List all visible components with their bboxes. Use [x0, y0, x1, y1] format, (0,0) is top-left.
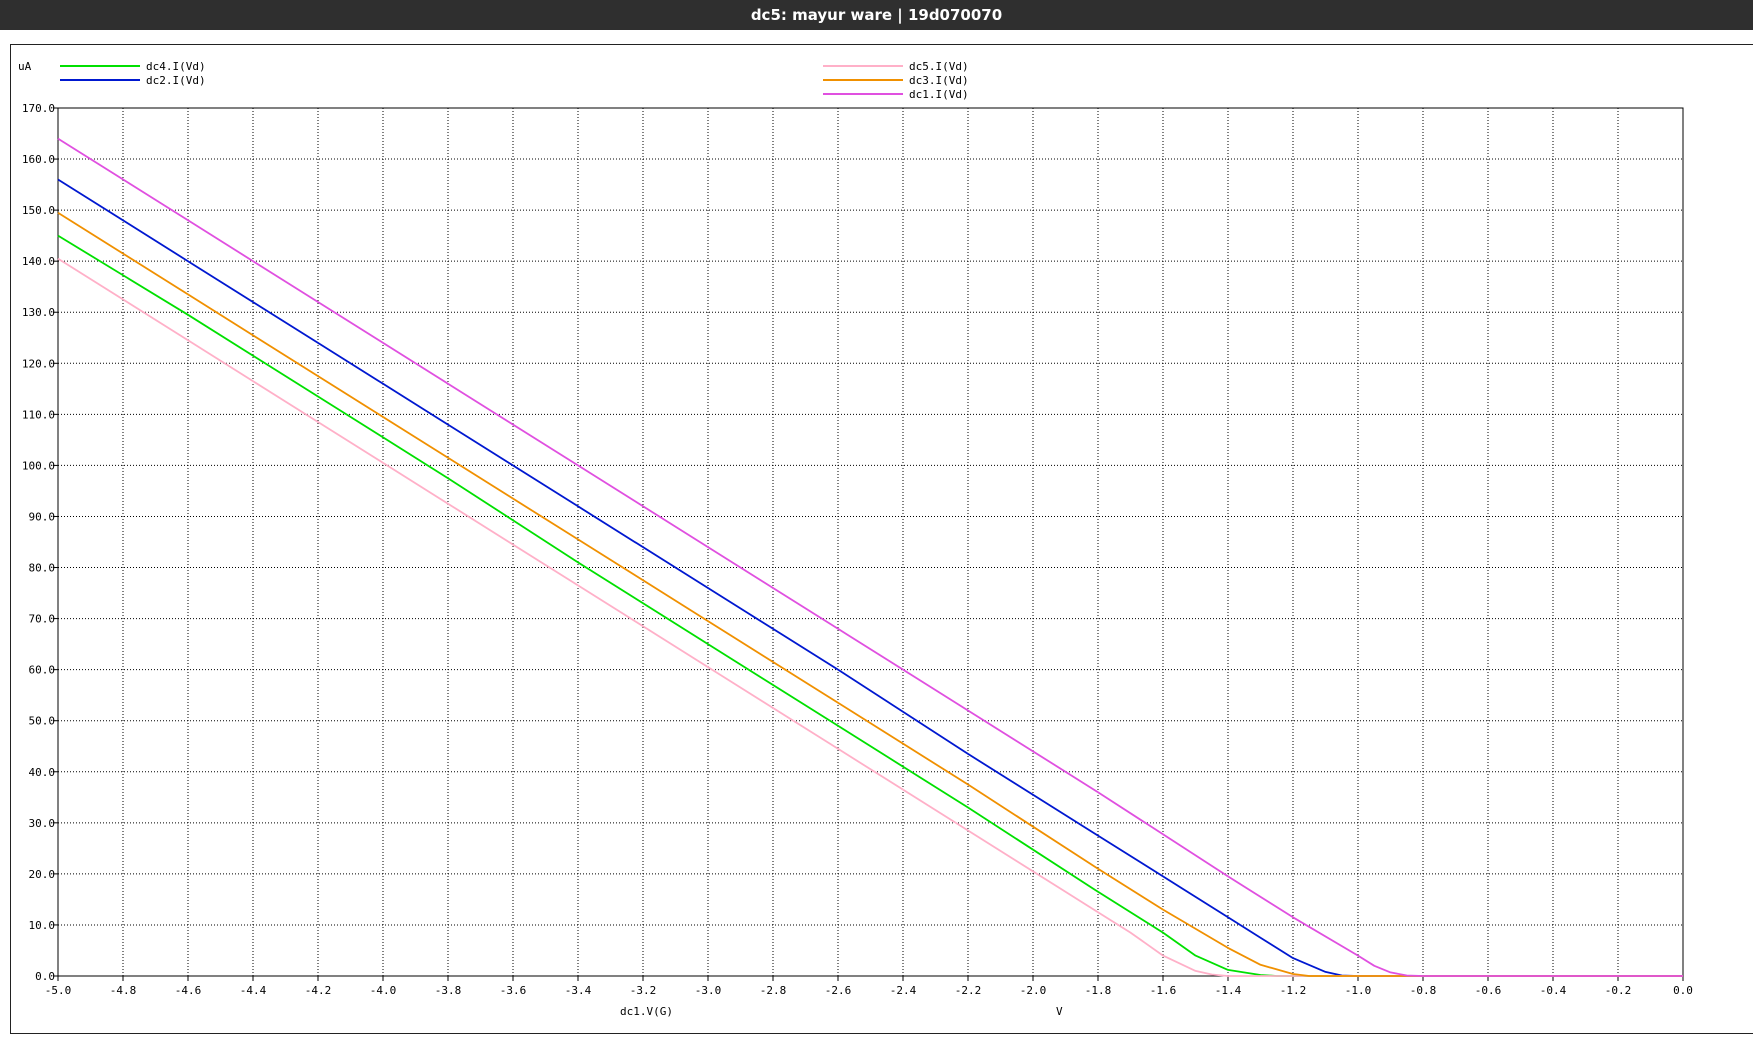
x-tick-label: -3.2	[630, 984, 657, 997]
x-tick-label: -0.2	[1605, 984, 1632, 997]
y-tick-label: 140.0	[22, 255, 55, 268]
legend-label: dc3.I(Vd)	[909, 74, 969, 87]
legend-label: dc5.I(Vd)	[909, 60, 969, 73]
window-title: dc5: mayur ware | 19d070070	[750, 6, 1003, 24]
y-tick-label: 130.0	[22, 306, 55, 319]
legend-label: dc1.I(Vd)	[909, 88, 969, 101]
x-tick-label: -2.4	[890, 984, 917, 997]
x-tick-label: -1.0	[1345, 984, 1372, 997]
x-tick-label: -3.0	[695, 984, 722, 997]
y-tick-label: 0.0	[35, 970, 55, 983]
y-tick-label: 30.0	[29, 817, 56, 830]
x-tick-label: -4.0	[370, 984, 397, 997]
series-line-dc3-i-vd-[interactable]	[57, 211, 1683, 977]
x-tick-label: -3.4	[565, 984, 592, 997]
plot-frame	[57, 107, 1684, 977]
x-tick-label: -2.6	[825, 984, 852, 997]
x-tick-label: -3.6	[500, 984, 527, 997]
y-tick-label: 60.0	[29, 664, 56, 677]
x-tick-label: -2.2	[955, 984, 982, 997]
window-title-bar[interactable]: dc5: mayur ware | 19d070070	[0, 0, 1753, 30]
x-tick-label: -4.8	[110, 984, 137, 997]
x-tick-label: -4.4	[240, 984, 267, 997]
y-tick-label: 40.0	[29, 766, 56, 779]
series-line-dc2-i-vd-[interactable]	[57, 178, 1683, 977]
series-line-dc5-i-vd-[interactable]	[57, 257, 1683, 977]
y-tick-label: 170.0	[22, 102, 55, 115]
y-tick-label: 150.0	[22, 204, 55, 217]
x-tick-label: -0.4	[1540, 984, 1567, 997]
y-tick-label: 160.0	[22, 153, 55, 166]
x-unit-label: V	[1056, 1005, 1063, 1018]
x-tick-label: -4.6	[175, 984, 202, 997]
legend-label: dc4.I(Vd)	[146, 60, 206, 73]
y-tick-label: 110.0	[22, 408, 55, 421]
legend-label: dc2.I(Vd)	[146, 74, 206, 87]
y-tick-label: 20.0	[29, 868, 56, 881]
x-tick-label: 0.0	[1673, 984, 1693, 997]
x-tick-label: -1.6	[1150, 984, 1177, 997]
x-tick-label: -5.0	[45, 984, 72, 997]
x-tick-label: -1.4	[1215, 984, 1242, 997]
y-tick-label: 100.0	[22, 459, 55, 472]
x-tick-label: -2.0	[1020, 984, 1047, 997]
x-tick-label: -0.8	[1410, 984, 1437, 997]
y-tick-label: 80.0	[29, 562, 56, 575]
x-tick-label: -3.8	[435, 984, 462, 997]
y-unit-label: uA	[18, 60, 32, 73]
x-axis-label: dc1.V(G)	[620, 1005, 673, 1018]
x-tick-label: -4.2	[305, 984, 332, 997]
x-tick-label: -0.6	[1475, 984, 1502, 997]
plot-window-frame	[10, 44, 1753, 1034]
series-line-dc1-i-vd-[interactable]	[57, 137, 1683, 977]
y-tick-label: 70.0	[29, 613, 56, 626]
y-tick-label: 90.0	[29, 510, 56, 523]
y-tick-label: 120.0	[22, 357, 55, 370]
series-line-dc4-i-vd-[interactable]	[57, 234, 1683, 977]
y-tick-label: 10.0	[29, 919, 56, 932]
x-tick-label: -1.2	[1280, 984, 1307, 997]
x-tick-label: -1.8	[1085, 984, 1112, 997]
x-tick-label: -2.8	[760, 984, 787, 997]
y-tick-label: 50.0	[29, 715, 56, 728]
